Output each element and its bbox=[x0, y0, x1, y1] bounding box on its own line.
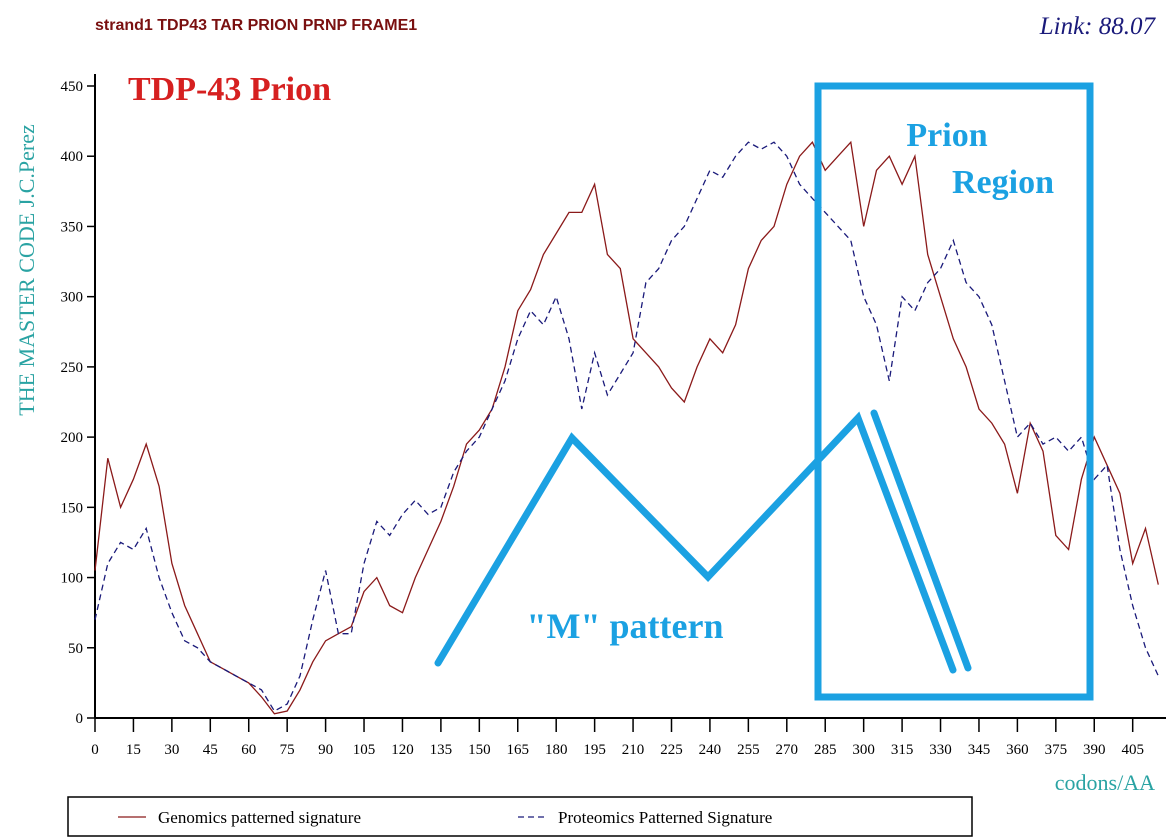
y-tick-label: 350 bbox=[61, 219, 84, 235]
annotation-shapes bbox=[434, 82, 1094, 701]
y-tick-label: 300 bbox=[61, 290, 84, 306]
x-tick-label: 390 bbox=[1083, 742, 1106, 758]
x-tick-label: 165 bbox=[507, 742, 530, 758]
plot: 0 50 100 150 200 250 300 350 400 450 0 15 30 45 60 75 90… bbox=[61, 74, 1166, 758]
legend: Genomics patterned signature Proteomics P… bbox=[118, 808, 772, 827]
y-tick-label: 450 bbox=[61, 79, 84, 95]
y-tick-label: 200 bbox=[61, 430, 84, 446]
x-tick-label: 225 bbox=[660, 742, 683, 758]
y-tick-label: 50 bbox=[68, 641, 83, 657]
annotation: "M" pattern bbox=[527, 606, 724, 646]
y-tick-label: 0 bbox=[76, 711, 84, 727]
prion-region-box bbox=[814, 82, 1094, 701]
y-tick-label: 400 bbox=[61, 149, 84, 165]
annotation: Region bbox=[952, 164, 1054, 201]
y-tick-label: 100 bbox=[61, 571, 84, 587]
heading: TDP-43 Prion bbox=[128, 71, 331, 108]
legend-label: Genomics patterned signature bbox=[158, 808, 361, 827]
x-tick-label: 75 bbox=[280, 742, 295, 758]
x-tick-label: 120 bbox=[391, 742, 414, 758]
x-tick-label: 210 bbox=[622, 742, 645, 758]
y-tick-label: 250 bbox=[61, 360, 84, 376]
x-tick-label: 45 bbox=[203, 742, 218, 758]
x-tick-label: 60 bbox=[241, 742, 256, 758]
x-tick-label: 375 bbox=[1045, 742, 1068, 758]
m-pattern bbox=[434, 411, 957, 674]
series-line bbox=[94, 141, 1159, 712]
x-tick-label: 90 bbox=[318, 742, 333, 758]
x-tick-label: 240 bbox=[699, 742, 722, 758]
x-tick-label: 345 bbox=[968, 742, 991, 758]
x-axis-label: codons/AA bbox=[1055, 770, 1155, 795]
x-tick-label: 270 bbox=[776, 742, 799, 758]
x-tick-label: 150 bbox=[468, 742, 491, 758]
x-tick-label: 105 bbox=[353, 742, 376, 758]
x-tick-label: 15 bbox=[126, 742, 141, 758]
x-tick-label: 180 bbox=[545, 742, 568, 758]
series-line bbox=[94, 140, 1159, 715]
x-tick-label: 315 bbox=[891, 742, 914, 758]
x-tick-label: 195 bbox=[583, 742, 606, 758]
annotation: Prion bbox=[906, 117, 987, 154]
m-pattern-stroke bbox=[870, 409, 972, 672]
x-tick-label: 255 bbox=[737, 742, 760, 758]
x-tick-label: 0 bbox=[91, 742, 99, 758]
x-tick-label: 135 bbox=[430, 742, 453, 758]
x-tick-label: 30 bbox=[164, 742, 179, 758]
link: Link: 88.07 bbox=[1039, 13, 1157, 40]
x-tick-label: 300 bbox=[852, 742, 875, 758]
x-tick-label: 285 bbox=[814, 742, 837, 758]
x-tick-label: 405 bbox=[1121, 742, 1144, 758]
y-axis-label: THE MASTER CODE J.C.Perez bbox=[14, 124, 39, 416]
x-tick-label: 360 bbox=[1006, 742, 1029, 758]
legend-label: Proteomics Patterned Signature bbox=[558, 808, 772, 827]
chart-title: strand1 TDP43 TAR PRION PRNP FRAME1 bbox=[95, 17, 417, 34]
y-tick-label: 150 bbox=[61, 500, 84, 516]
x-tick-label: 330 bbox=[929, 742, 952, 758]
